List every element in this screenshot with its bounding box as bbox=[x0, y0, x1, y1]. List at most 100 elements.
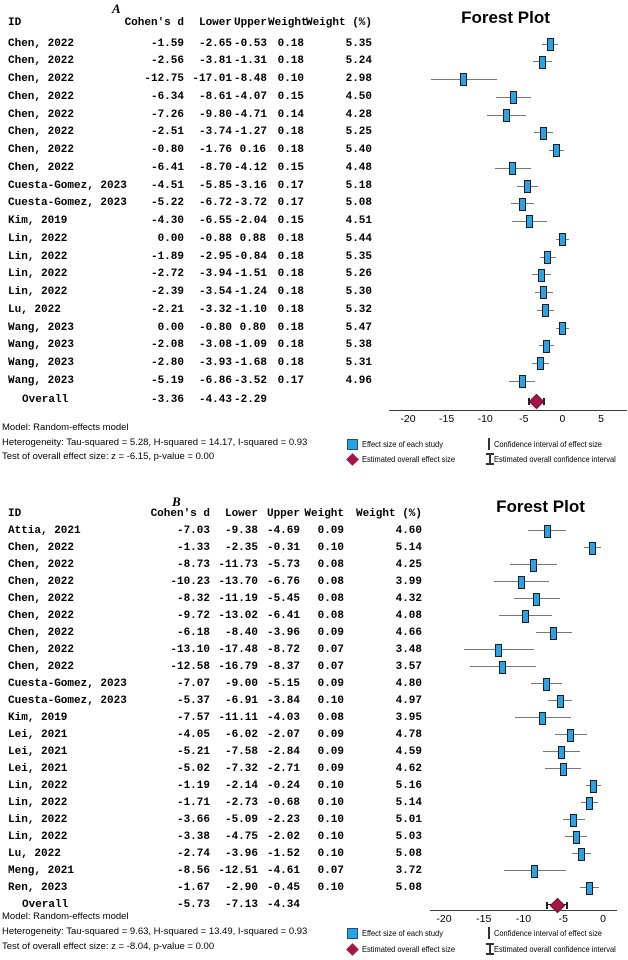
cell-lower: -17.48 bbox=[218, 643, 258, 656]
table-row: Wang, 2023 0.00 -0.80 0.80 0.18 5.47 bbox=[0, 320, 628, 338]
cell-upper: -0.24 bbox=[266, 779, 300, 792]
axis-tick-label: -10 bbox=[477, 413, 493, 425]
cell-lower: -6.55 bbox=[198, 215, 232, 227]
cell-upper: -4.12 bbox=[234, 161, 268, 174]
cell-weight_pct: 4.80 bbox=[395, 677, 422, 690]
cell-weight_pct: 4.25 bbox=[395, 558, 422, 571]
cell-d: -7.03 bbox=[176, 524, 210, 537]
table-row: Chen, 2022 -6.34 -8.61 -4.07 0.15 4.50 bbox=[0, 89, 628, 107]
cell-weight_pct: 5.01 bbox=[395, 813, 422, 826]
axis-line bbox=[430, 910, 617, 911]
cell-upper: -1.68 bbox=[234, 357, 268, 369]
axis-tick-label: 0 bbox=[559, 413, 566, 425]
cell-weight: 0.15 bbox=[277, 90, 304, 103]
cell-upper: -4.03 bbox=[266, 711, 300, 724]
legend-label-ci: Confidence interval of effect size bbox=[494, 928, 602, 938]
cell-id: Attia, 2021 bbox=[8, 524, 81, 537]
cell-d: -0.80 bbox=[150, 144, 184, 156]
overall-ci-cap bbox=[566, 901, 569, 909]
panel-b-label: B bbox=[172, 494, 181, 509]
table-header-b: ID Cohen's d Lower Upper Weight Weight (… bbox=[0, 507, 628, 521]
overall-test-note: Test of overall effect size: z = -6.15, … bbox=[2, 451, 215, 462]
cell-upper: -3.96 bbox=[266, 626, 300, 639]
effect-size-marker bbox=[541, 304, 549, 318]
col-header-weight: Weight bbox=[304, 508, 344, 520]
cell-weight: 0.08 bbox=[317, 711, 344, 724]
col-header-weight-pct: Weight (%) bbox=[355, 508, 422, 520]
cell-id: Cuesta-Gomez, 2023 bbox=[8, 694, 127, 707]
effect-size-marker bbox=[499, 660, 507, 674]
col-header-id: ID bbox=[8, 508, 22, 520]
effect-size-marker bbox=[518, 197, 526, 211]
cell-id: Chen, 2022 bbox=[8, 626, 75, 639]
overall-ci-ibeam-icon bbox=[486, 943, 494, 955]
table-row: Lei, 2021 -5.02 -7.32 -2.71 0.09 4.62 bbox=[0, 761, 628, 778]
cell-weight_pct: 4.96 bbox=[345, 374, 372, 387]
cell-id: Chen, 2022 bbox=[8, 558, 75, 571]
cell-lower: -3.81 bbox=[198, 55, 232, 68]
cell-id: Lei, 2021 bbox=[8, 728, 68, 741]
cell-upper: -8.72 bbox=[266, 643, 300, 656]
cell-d: -7.26 bbox=[150, 108, 184, 121]
cell-weight_pct: 5.30 bbox=[345, 286, 372, 298]
table-row: Chen, 2022 -2.51 -3.74 -1.27 0.18 5.25 bbox=[0, 124, 628, 142]
cell-weight: 0.17 bbox=[277, 197, 304, 210]
cell-weight_pct: 5.35 bbox=[345, 250, 372, 263]
table-row: Chen, 2022 -0.80 -1.76 0.16 0.18 5.40 bbox=[0, 142, 628, 160]
cell-weight_pct: 5.18 bbox=[345, 179, 372, 192]
legend-label-overall: Estimated overall effect size bbox=[362, 944, 455, 954]
cell-lower: -13.02 bbox=[218, 609, 258, 622]
cell-id: Lin, 2022 bbox=[8, 232, 68, 245]
cell-weight: 0.07 bbox=[317, 643, 344, 656]
cell-weight: 0.18 bbox=[277, 250, 304, 263]
table-row: Cuesta-Gomez, 2023 -5.37 -6.91 -3.84 0.10 4.9… bbox=[0, 693, 628, 710]
cell-weight: 0.10 bbox=[317, 813, 344, 826]
cell-upper: -4.61 bbox=[266, 864, 300, 877]
cell-weight: 0.10 bbox=[317, 881, 344, 894]
effect-size-marker bbox=[558, 233, 566, 247]
legend-label-effect-size: Effect size of each study bbox=[362, 439, 443, 449]
cell-weight: 0.18 bbox=[277, 357, 304, 369]
heterogeneity-note: Heterogeneity: Tau-squared = 5.28, H-squ… bbox=[2, 437, 308, 448]
cell-d: -5.21 bbox=[176, 745, 210, 758]
cell-weight: 0.09 bbox=[317, 728, 344, 741]
cell-weight_pct: 5.03 bbox=[395, 830, 422, 843]
cell-id: Lin, 2022 bbox=[8, 796, 68, 809]
cell-weight_pct: 2.98 bbox=[345, 73, 372, 85]
effect-size-marker bbox=[567, 728, 575, 742]
cell-weight_pct: 5.32 bbox=[345, 303, 372, 316]
ci-line-icon bbox=[488, 927, 490, 939]
cell-upper: -2.07 bbox=[266, 728, 300, 741]
cell-lower: -2.35 bbox=[224, 541, 258, 554]
cell-id: Chen, 2022 bbox=[8, 609, 75, 622]
cell-id: Chen, 2022 bbox=[8, 55, 75, 68]
cell-id: Chen, 2022 bbox=[8, 37, 75, 50]
table-row: Chen, 2022 -1.33 -2.35 -0.31 0.10 5.14 bbox=[0, 540, 628, 557]
cell-upper: -2.84 bbox=[266, 745, 300, 758]
axis-tick-label: -5 bbox=[519, 413, 529, 425]
cell-weight_pct: 4.78 bbox=[395, 728, 422, 741]
cell-d: -3.36 bbox=[150, 394, 184, 407]
cell-weight: 0.18 bbox=[277, 126, 304, 139]
table-row: Chen, 2022 -12.75 -17.01 -8.48 0.10 2.98 bbox=[0, 71, 628, 89]
table-row: Lin, 2022 -1.71 -2.73 -0.68 0.10 5.14 bbox=[0, 795, 628, 812]
axis-tick-label: -5 bbox=[558, 913, 568, 925]
cell-lower: -2.90 bbox=[224, 881, 258, 894]
cell-lower: -2.73 bbox=[224, 796, 258, 809]
col-header-lower: Lower bbox=[224, 508, 258, 520]
effect-size-marker bbox=[558, 321, 566, 335]
cell-id: Wang, 2023 bbox=[8, 374, 75, 387]
effect-size-marker bbox=[586, 881, 594, 895]
table-row: Ren, 2023 -1.67 -2.90 -0.45 0.10 5.08 bbox=[0, 880, 628, 897]
effect-size-marker bbox=[531, 864, 539, 878]
cell-id: Overall bbox=[22, 898, 69, 911]
cell-weight: 0.10 bbox=[317, 796, 344, 809]
cell-weight_pct: 3.95 bbox=[395, 711, 422, 724]
effect-size-marker bbox=[530, 558, 538, 572]
cell-upper: 0.16 bbox=[239, 144, 266, 156]
cell-weight: 0.09 bbox=[317, 677, 344, 690]
cell-weight: 0.10 bbox=[317, 779, 344, 792]
cell-weight_pct: 5.31 bbox=[345, 357, 372, 369]
cell-d: 0.00 bbox=[157, 321, 184, 334]
cell-d: -3.38 bbox=[176, 830, 210, 843]
